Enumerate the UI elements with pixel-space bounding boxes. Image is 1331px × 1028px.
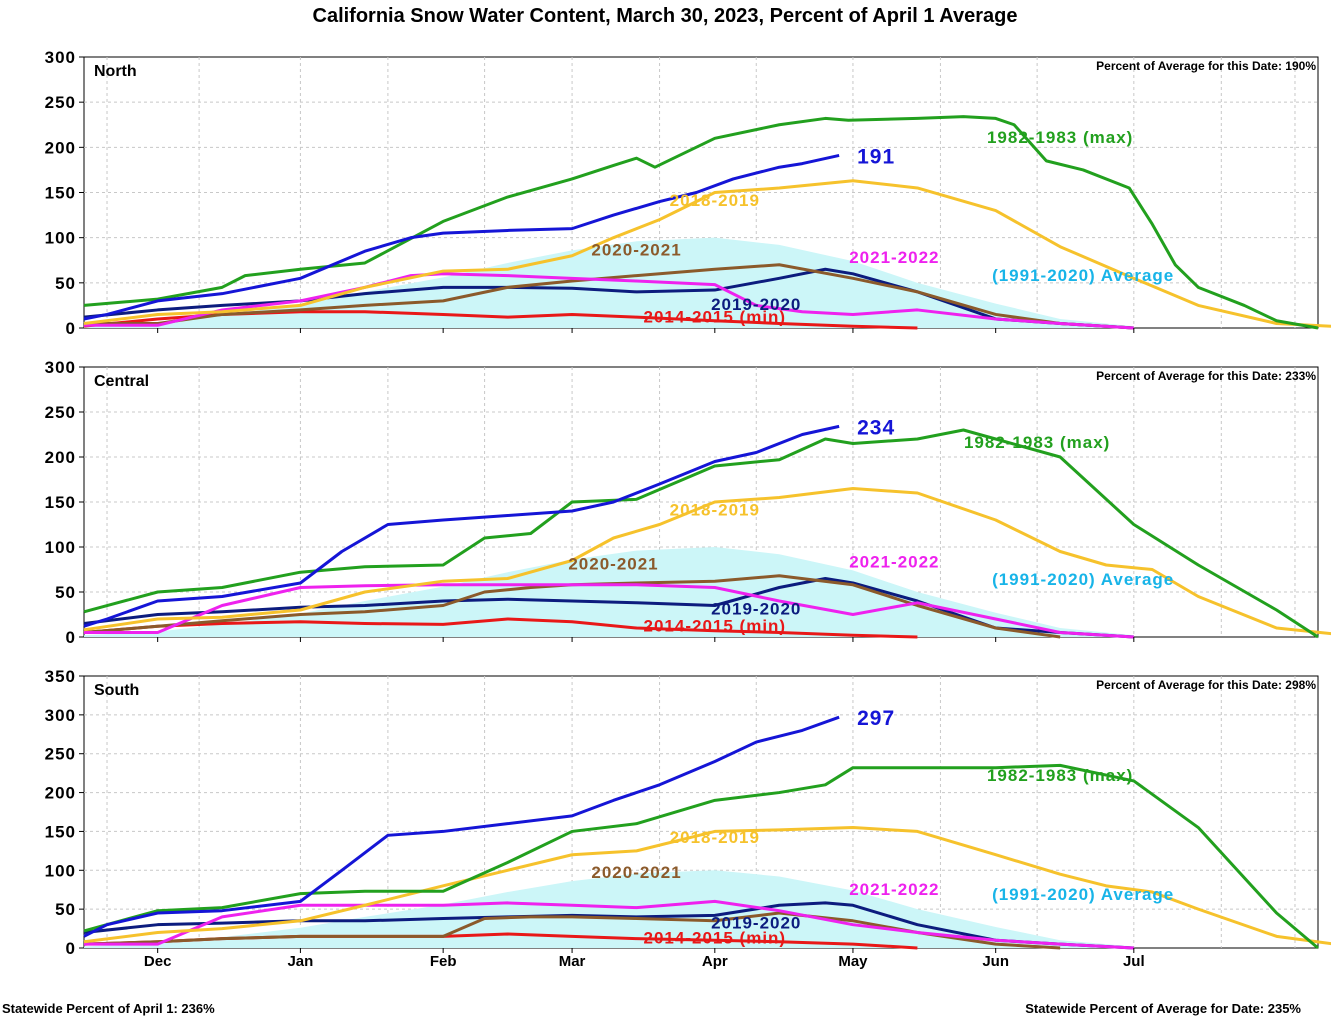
x-tick-label: Jun <box>982 953 1009 970</box>
y-tick-label: 0 <box>66 939 76 958</box>
average-area <box>84 547 1134 637</box>
x-tick-label: May <box>838 953 868 970</box>
series-label-2019-2020: 2019-2020 <box>711 295 801 314</box>
series-label-2021-2022: 2021-2022 <box>849 553 939 572</box>
series-label-2014-2015: 2014-2015 (min) <box>644 928 787 947</box>
series-line-2021-2022 <box>84 583 1134 639</box>
chart-panels: 0 50 100 150 200 250 300 191 1982-1983 (max) 2018… <box>45 48 1331 970</box>
series-line-2019-2020 <box>83 577 1134 639</box>
x-tick-label: Jul <box>1123 953 1145 970</box>
percent-note: Percent of Average for this Date: 233% <box>1096 369 1316 383</box>
panel-name: Central <box>94 373 149 390</box>
panel-south: 0 50 100 150 200 250 300 350 297 1982-1983 (max) 2… <box>45 667 1331 970</box>
series-label-2018-2019: 2018-2019 <box>670 191 760 210</box>
series-label-2020-2021: 2020-2021 <box>591 241 681 260</box>
series-label-1982-1983: 1982-1983 (max) <box>987 766 1133 785</box>
percent-note: Percent of Average for this Date: 190% <box>1096 59 1316 73</box>
y-tick-label: 150 <box>45 184 76 203</box>
panel-north: 0 50 100 150 200 250 300 191 1982-1983 (max) 2018… <box>45 48 1331 338</box>
y-tick-label: 0 <box>66 628 76 647</box>
series-line-2020-2021 <box>83 911 1061 950</box>
series-line-2021-2022 <box>84 899 1134 950</box>
series-line-2022-2023 <box>83 153 840 321</box>
footer-left: Statewide Percent of April 1: 236% <box>2 1001 215 1016</box>
y-tick-label: 200 <box>45 784 76 803</box>
y-tick-label: 100 <box>45 538 76 557</box>
series-line-2022-2023 <box>83 715 840 938</box>
series-label-2018-2019: 2018-2019 <box>670 501 760 520</box>
current-value-label: 191 <box>857 145 895 168</box>
series-label-average: (1991-2020) Average <box>992 266 1174 285</box>
x-tick-label: Jan <box>287 953 313 970</box>
y-tick-label: 300 <box>45 358 76 377</box>
y-tick-label: 200 <box>45 448 76 467</box>
series-line-2019-2020 <box>83 901 1134 950</box>
series-label-2020-2021: 2020-2021 <box>568 555 658 574</box>
series-label-2019-2020: 2019-2020 <box>711 914 801 933</box>
y-tick-label: 300 <box>45 706 76 725</box>
series-line-2021-2022 <box>84 272 1134 330</box>
y-tick-label: 250 <box>45 93 76 112</box>
x-tick-label: Apr <box>702 953 728 970</box>
panel-central: 0 50 100 150 200 250 300 234 1982-1983 (max) 2018… <box>45 358 1331 647</box>
y-tick-label: 50 <box>55 274 76 293</box>
series-line-2014-2015 <box>83 617 918 639</box>
series-label-average: (1991-2020) Average <box>992 885 1174 904</box>
x-tick-label: Dec <box>144 953 172 970</box>
series-label-2019-2020: 2019-2020 <box>711 600 801 619</box>
y-tick-label: 0 <box>66 319 76 338</box>
y-tick-label: 250 <box>45 745 76 764</box>
chart-title: California Snow Water Content, March 30,… <box>313 5 1018 27</box>
x-tick-label: Mar <box>559 953 586 970</box>
average-area <box>84 870 1134 948</box>
series-label-2021-2022: 2021-2022 <box>849 880 939 899</box>
series-line-2022-2023 <box>83 424 840 628</box>
y-tick-label: 100 <box>45 861 76 880</box>
y-tick-label: 250 <box>45 403 76 422</box>
series-label-2014-2015: 2014-2015 (min) <box>644 308 787 327</box>
series-label-1982-1983: 1982-1983 (max) <box>964 433 1110 452</box>
panel-name: South <box>94 682 139 699</box>
panel-name: North <box>94 63 137 80</box>
percent-note: Percent of Average for this Date: 298% <box>1096 678 1316 692</box>
y-tick-label: 150 <box>45 493 76 512</box>
footer-right: Statewide Percent of Average for Date: 2… <box>1025 1001 1301 1016</box>
current-value-label: 234 <box>857 416 895 439</box>
y-tick-label: 100 <box>45 229 76 248</box>
series-line-2018-2019 <box>83 487 1331 636</box>
series-label-2020-2021: 2020-2021 <box>591 863 681 882</box>
y-tick-label: 200 <box>45 138 76 157</box>
x-tick-label: Feb <box>430 953 457 970</box>
y-tick-label: 50 <box>55 583 76 602</box>
series-label-2018-2019: 2018-2019 <box>670 828 760 847</box>
y-tick-label: 350 <box>45 667 76 686</box>
series-line-1982-1983 <box>83 115 1319 330</box>
y-tick-label: 300 <box>45 48 76 67</box>
series-line-2018-2019 <box>83 826 1331 946</box>
series-label-2014-2015: 2014-2015 (min) <box>644 617 787 636</box>
y-tick-label: 50 <box>55 900 76 919</box>
series-label-2021-2022: 2021-2022 <box>849 248 939 267</box>
series-label-average: (1991-2020) Average <box>992 570 1174 589</box>
current-value-label: 297 <box>857 707 895 730</box>
series-line-2018-2019 <box>83 179 1331 328</box>
y-tick-label: 150 <box>45 822 76 841</box>
series-line-1982-1983 <box>83 428 1319 639</box>
series-label-1982-1983: 1982-1983 (max) <box>987 128 1133 147</box>
